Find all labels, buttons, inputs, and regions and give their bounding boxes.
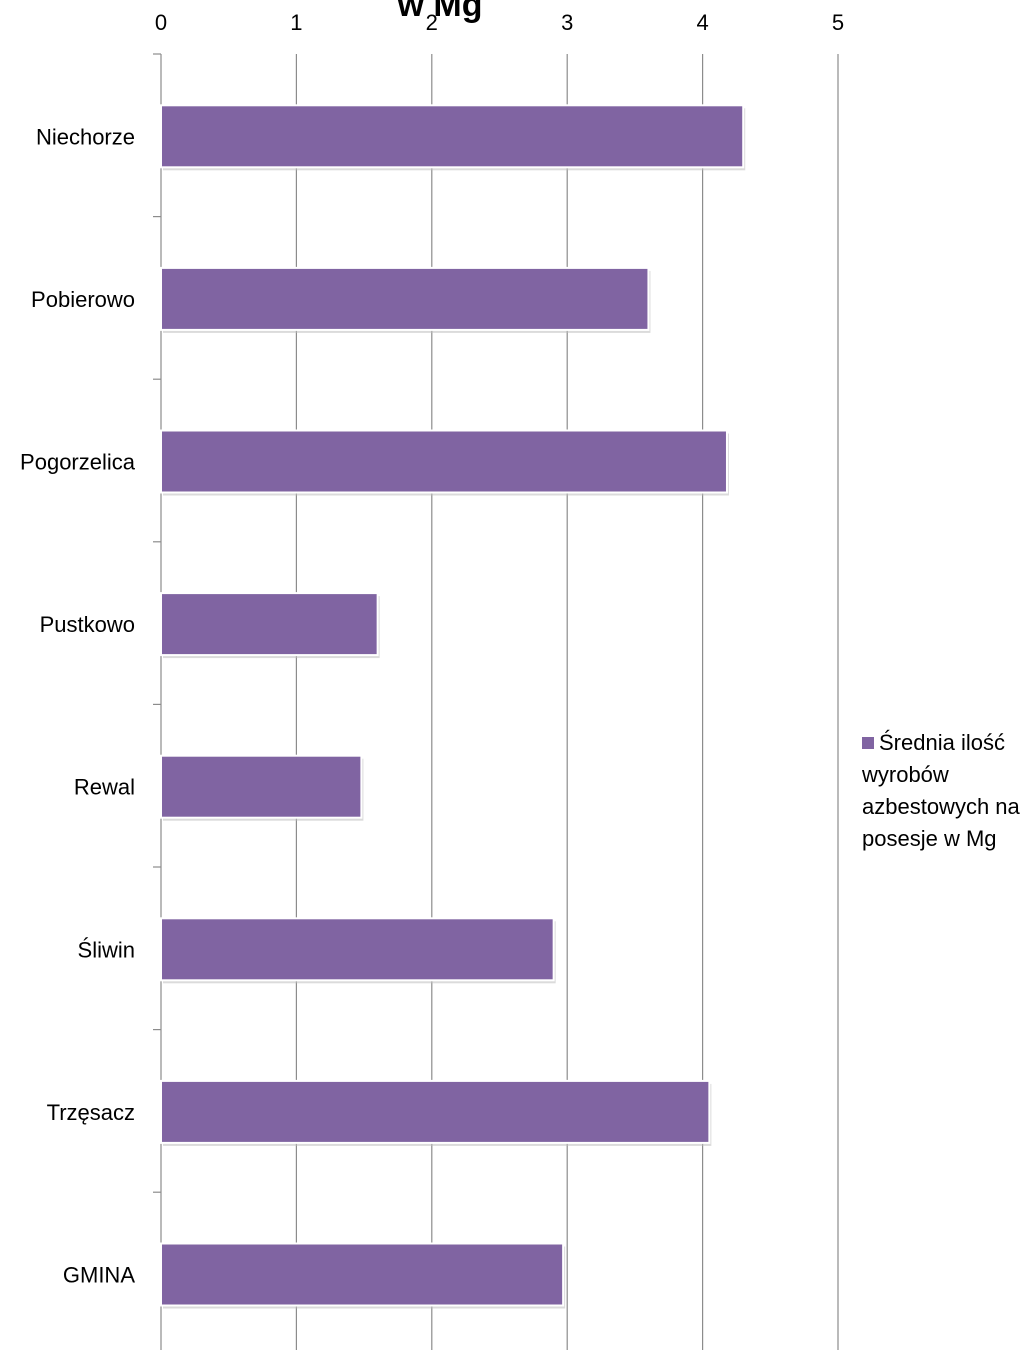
bar — [160, 1079, 711, 1144]
legend: Średnia ilość wyrobów azbestowych na pos… — [862, 727, 1032, 855]
bar — [160, 104, 745, 169]
chart-title: w Mg — [397, 0, 483, 24]
bars — [160, 104, 746, 1309]
x-tick-label: 4 — [696, 10, 708, 35]
category-label: Pobierowo — [31, 287, 135, 312]
axes — [153, 53, 162, 1355]
legend-swatch — [862, 737, 874, 749]
bar — [160, 592, 379, 657]
bar — [160, 429, 728, 494]
gridlines — [295, 54, 839, 1350]
x-tick-label: 3 — [561, 10, 573, 35]
x-tick-label: 1 — [290, 10, 302, 35]
x-tick-label: 2 — [426, 10, 438, 35]
legend-label: Średnia ilość wyrobów azbestowych na pos… — [862, 730, 1020, 851]
category-label: Pogorzelica — [20, 450, 136, 475]
x-tick-label: 0 — [155, 10, 167, 35]
category-label: Niechorze — [36, 124, 135, 149]
bar — [160, 917, 555, 982]
category-label: Trzęsacz — [47, 1100, 135, 1125]
bar — [160, 1242, 565, 1307]
category-label: Pustkowo — [40, 612, 135, 637]
category-label: Śliwin — [78, 937, 135, 962]
bar — [160, 754, 363, 819]
tick-labels: 0 1 2 3 4 5 Niechorze Pobierowo Pogorzelica Pustk… — [20, 10, 844, 1288]
category-label: GMINA — [63, 1263, 135, 1288]
category-label: Rewal — [74, 775, 135, 800]
bar — [160, 266, 650, 331]
x-tick-label: 5 — [832, 10, 844, 35]
